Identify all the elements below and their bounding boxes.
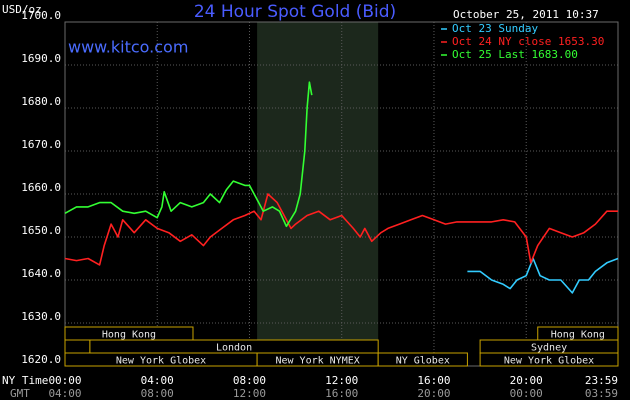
x2-tick-label: 03:59 <box>585 387 618 400</box>
y-tick-label: 1700.0 <box>21 9 61 22</box>
x2-tick-label: 00:00 <box>510 387 543 400</box>
plot-layer <box>64 21 619 367</box>
series-line <box>467 257 619 294</box>
session-label: Hong Kong <box>102 330 156 341</box>
y-tick-label: 1620.0 <box>21 353 61 366</box>
series-line <box>64 193 618 266</box>
timestamp: October 25, 2011 10:37 <box>453 8 599 21</box>
watermark: www.kitco.com <box>68 38 188 57</box>
x-tick-label: 20:00 <box>510 374 543 387</box>
x-tick-label: 00:00 <box>48 374 81 387</box>
session-box <box>64 339 91 354</box>
x-axis-label: NY Time <box>2 374 48 387</box>
x2-tick-label: 16:00 <box>325 387 358 400</box>
x-tick-label: 12:00 <box>325 374 358 387</box>
session-label: New York Globex <box>116 356 206 367</box>
session-label: New York Globex <box>504 356 594 367</box>
chart-title: 24 Hour Spot Gold (Bid) <box>194 2 396 22</box>
x2-tick-label: 08:00 <box>141 387 174 400</box>
x2-tick-label: 20:00 <box>417 387 450 400</box>
series-line <box>64 81 313 228</box>
legend-label: Oct 24 NY close 1653.30 <box>452 35 604 48</box>
session-box <box>479 352 619 367</box>
x2-tick-label: 12:00 <box>233 387 266 400</box>
x2-tick-label: 04:00 <box>48 387 81 400</box>
y-tick-label: 1670.0 <box>21 138 61 151</box>
x-tick-label: 04:00 <box>141 374 174 387</box>
x2-axis-label: GMT <box>10 387 30 400</box>
legend-label: Oct 25 Last 1683.00 <box>452 48 578 61</box>
y-tick-label: 1680.0 <box>21 95 61 108</box>
x-tick-label: 16:00 <box>417 374 450 387</box>
session-label: Sydney <box>531 343 567 354</box>
y-tick-label: 1640.0 <box>21 267 61 280</box>
session-label: NY Globex <box>396 356 450 367</box>
session-label: London <box>216 343 252 354</box>
y-tick-label: 1660.0 <box>21 181 61 194</box>
y-unit: USD/oz <box>2 3 42 16</box>
session-label: New York NYMEX <box>275 356 359 367</box>
x-tick-label: 23:59 <box>585 374 618 387</box>
x-tick-label: 08:00 <box>233 374 266 387</box>
y-tick-label: 1690.0 <box>21 52 61 65</box>
y-tick-label: 1630.0 <box>21 310 61 323</box>
session-label: Hong Kong <box>551 330 605 341</box>
y-tick-label: 1650.0 <box>21 224 61 237</box>
legend-label: Oct 23 Sunday <box>452 22 538 35</box>
session-box <box>377 352 468 367</box>
